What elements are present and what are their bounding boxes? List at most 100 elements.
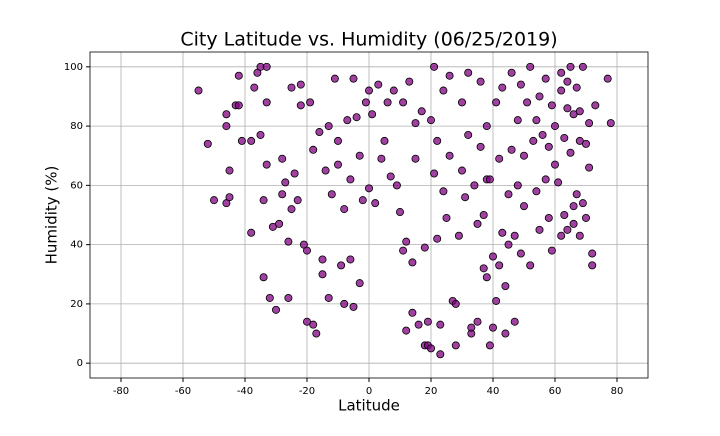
x-tick-label: 0 (366, 386, 372, 397)
point (488, 323, 497, 332)
point (547, 101, 556, 110)
point (250, 83, 259, 92)
point (371, 199, 380, 208)
point (262, 160, 271, 169)
point (194, 86, 203, 95)
point (578, 199, 587, 208)
point (352, 113, 361, 122)
point (364, 86, 373, 95)
point (237, 136, 246, 145)
point (488, 252, 497, 261)
point (513, 181, 522, 190)
y-tick-label: 40 (70, 240, 83, 251)
point (451, 299, 460, 308)
point (343, 116, 352, 125)
point (541, 175, 550, 184)
point (495, 261, 504, 270)
point (324, 122, 333, 131)
point (442, 213, 451, 222)
point (430, 169, 439, 178)
point (582, 213, 591, 222)
point (333, 136, 342, 145)
point (498, 228, 507, 237)
point (262, 98, 271, 107)
point (541, 74, 550, 83)
point (492, 98, 501, 107)
point (504, 190, 513, 199)
point (287, 205, 296, 214)
x-tick-label: 20 (425, 386, 438, 397)
point (309, 145, 318, 154)
point (209, 196, 218, 205)
point (306, 98, 315, 107)
point (284, 237, 293, 246)
point (551, 160, 560, 169)
point (467, 323, 476, 332)
point (520, 151, 529, 160)
point (247, 136, 256, 145)
point (563, 77, 572, 86)
x-axis-label: Latitude (338, 397, 400, 415)
point (482, 273, 491, 282)
point (364, 184, 373, 193)
point (495, 154, 504, 163)
point (315, 128, 324, 137)
point (395, 208, 404, 217)
point (563, 104, 572, 113)
point (479, 210, 488, 219)
point (513, 116, 522, 125)
point (275, 219, 284, 228)
point (520, 202, 529, 211)
point (256, 130, 265, 139)
point (538, 130, 547, 139)
point (551, 122, 560, 131)
point (423, 317, 432, 326)
point (569, 202, 578, 211)
point (569, 219, 578, 228)
point (414, 320, 423, 329)
point (526, 261, 535, 270)
point (563, 225, 572, 234)
point (368, 110, 377, 119)
point (585, 163, 594, 172)
point (281, 178, 290, 187)
point (439, 86, 448, 95)
y-tick-label: 0 (77, 358, 83, 369)
point (575, 231, 584, 240)
point (566, 148, 575, 157)
point (287, 83, 296, 92)
point (476, 77, 485, 86)
point (470, 181, 479, 190)
y-tick-label: 20 (70, 299, 83, 310)
point (340, 299, 349, 308)
x-tick-label: -60 (175, 386, 191, 397)
point (485, 341, 494, 350)
y-tick-label: 80 (70, 121, 83, 132)
point (222, 122, 231, 131)
point (591, 101, 600, 110)
point (457, 166, 466, 175)
point (436, 320, 445, 329)
point (262, 62, 271, 71)
point (557, 231, 566, 240)
point (411, 154, 420, 163)
point (560, 210, 569, 219)
point (278, 190, 287, 199)
point (296, 101, 305, 110)
point (606, 119, 615, 128)
point (433, 234, 442, 243)
point (451, 341, 460, 350)
x-tick-label: -80 (113, 386, 129, 397)
point (386, 172, 395, 181)
point (318, 270, 327, 279)
point (473, 219, 482, 228)
point (501, 282, 510, 291)
point (454, 231, 463, 240)
point (402, 237, 411, 246)
chart-title: City Latitude vs. Humidity (06/25/2019) (180, 29, 557, 51)
point (405, 77, 414, 86)
point (482, 122, 491, 131)
point (225, 166, 234, 175)
point (510, 317, 519, 326)
point (566, 62, 575, 71)
